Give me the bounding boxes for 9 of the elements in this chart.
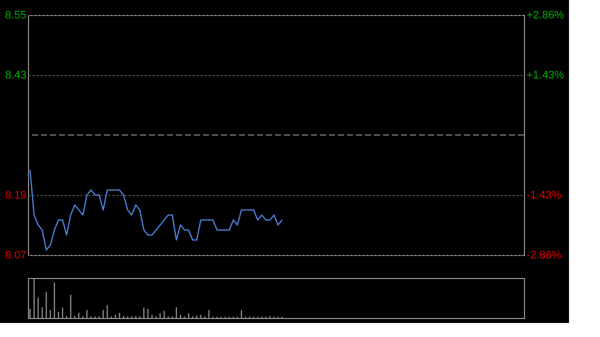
y-tick-label: 8.43	[5, 70, 26, 82]
y-tick-label: 8.19	[5, 190, 26, 202]
line-series	[29, 169, 283, 251]
y2-tick-label: -1.43%	[526, 190, 562, 202]
y2-tick-label: +1.43%	[526, 70, 564, 82]
y-tick-label: 8.07	[5, 250, 26, 262]
y-tick-label: 8.55	[5, 10, 26, 22]
y2-tick-label: -2.86%	[526, 250, 562, 262]
y2-tick-label: +2.86%	[526, 10, 564, 22]
